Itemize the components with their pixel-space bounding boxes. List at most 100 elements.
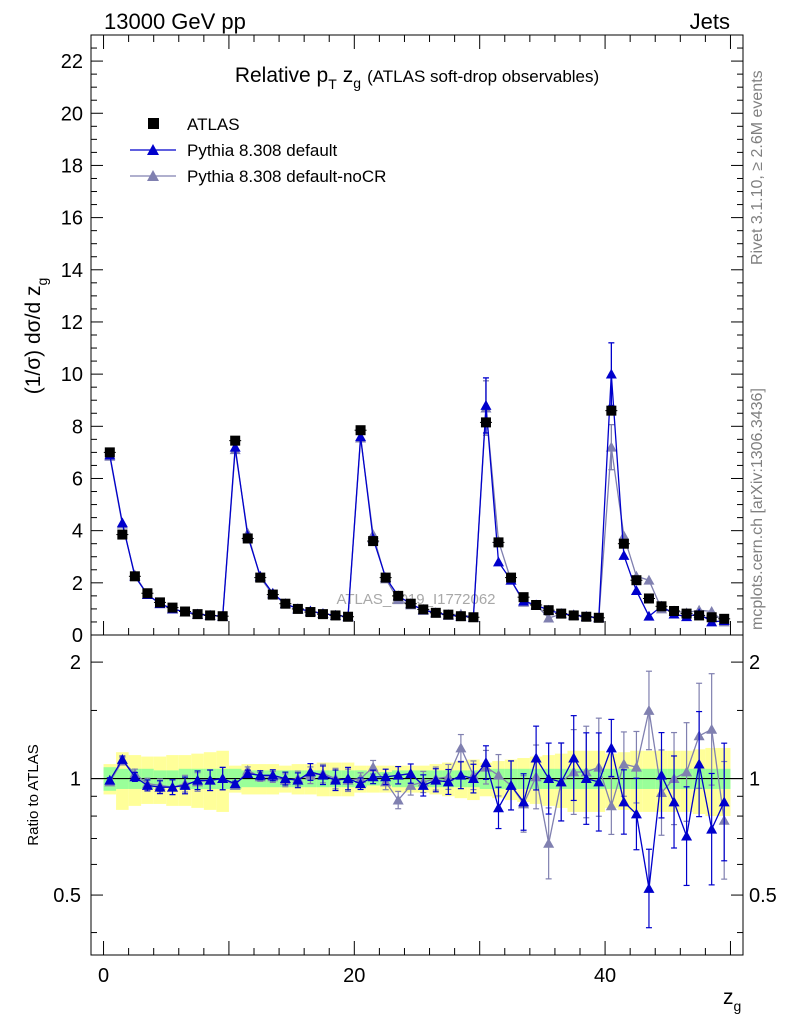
ratio-point-nocr	[405, 779, 417, 790]
main-ytick-label: 0	[72, 625, 83, 647]
main-point-atlas	[154, 597, 165, 608]
ratio-point-default	[242, 768, 254, 779]
ratio-point-default	[605, 742, 617, 753]
main-point-atlas	[104, 447, 115, 458]
main-point-atlas	[618, 538, 629, 549]
ratio-point-nocr	[493, 769, 504, 780]
ratio-point-nocr	[543, 837, 555, 848]
ratio-point-default	[367, 771, 379, 782]
main-point-atlas	[292, 603, 303, 614]
ratio-point-default	[317, 769, 329, 780]
main-ytick-label: 22	[61, 51, 83, 73]
main-point-atlas	[480, 417, 491, 428]
main-point-default	[355, 431, 367, 442]
main-point-atlas	[681, 608, 692, 619]
rivet-label: Rivet 3.1.10, ≥ 2.6M events	[749, 70, 766, 265]
main-point-atlas	[443, 609, 454, 620]
ratio-axes: 0.5 0.51 12 20 20 40	[53, 634, 777, 987]
main-ytick-label: 10	[61, 364, 83, 386]
ratio-xtick-label: 0	[98, 965, 109, 987]
ratio-ytick-label-right: 2	[749, 652, 760, 674]
ratio-ytick-label-right: 0.5	[749, 885, 777, 907]
main-point-atlas	[205, 610, 216, 621]
ratio-point-default	[279, 773, 291, 783]
main-point-atlas	[568, 610, 579, 621]
ratio-point-default	[580, 773, 592, 783]
main-ytick-label: 4	[72, 521, 83, 543]
legend-label-atlas: ATLAS	[187, 115, 240, 134]
main-ytick-label: 20	[61, 103, 83, 125]
main-point-atlas	[556, 608, 567, 619]
ratio-point-nocr	[605, 800, 617, 811]
main-point-atlas	[606, 405, 617, 416]
main-point-atlas	[280, 598, 291, 609]
ratio-point-default	[543, 773, 555, 783]
ratio-point-default	[493, 802, 504, 813]
ratio-xtick-label: 20	[343, 965, 365, 987]
ratio-point-default	[505, 779, 517, 790]
ratio-point-nocr	[618, 758, 630, 769]
ratio-point-nocr	[455, 742, 467, 753]
main-point-atlas	[506, 572, 517, 583]
main-ylabel-sub: g	[34, 278, 50, 286]
ratio-xtick-label: 40	[594, 965, 616, 987]
main-point-default	[605, 368, 617, 379]
main-ytick-label: 18	[61, 155, 83, 177]
main-point-default	[643, 610, 655, 621]
main-series-layer	[103, 342, 731, 627]
main-point-nocr	[618, 530, 630, 541]
title-sub-g: g	[353, 75, 361, 91]
watermark: ATLAS_2019_I1772062	[336, 591, 495, 608]
ratio-point-default	[530, 752, 542, 763]
main-point-atlas	[468, 612, 479, 623]
ratio-point-default	[292, 774, 304, 785]
header-right: Jets	[690, 9, 730, 34]
mcplots-label: mcplots.cern.ch [arXiv:1306.3436]	[749, 388, 766, 630]
main-point-atlas	[380, 572, 391, 583]
ratio-point-nocr	[367, 761, 379, 772]
main-point-atlas	[267, 589, 278, 600]
ratio-point-default	[141, 779, 153, 790]
ratio-point-default	[104, 774, 116, 785]
ratio-point-default	[480, 757, 492, 767]
ratio-point-default	[204, 774, 216, 785]
ratio-ytick-label: 1	[70, 769, 81, 791]
main-point-atlas	[230, 435, 241, 446]
xlabel: zg	[723, 986, 741, 1014]
ratio-point-default	[455, 769, 467, 780]
title-main: Relative p	[235, 64, 328, 87]
main-point-atlas	[355, 425, 366, 436]
ratio-point-default	[630, 808, 642, 819]
main-point-default	[229, 441, 241, 452]
main-point-atlas	[167, 602, 178, 613]
legend-marker-default	[147, 144, 159, 155]
main-point-nocr	[643, 574, 655, 585]
ratio-point-default	[129, 771, 141, 782]
legend-marker-atlas	[148, 118, 159, 129]
ratio-point-default	[405, 768, 417, 779]
main-point-nocr	[605, 441, 617, 452]
ratio-point-default	[330, 774, 341, 785]
main-point-atlas	[117, 529, 128, 540]
ratio-point-default	[217, 773, 229, 783]
main-point-atlas	[343, 611, 354, 622]
xlabel-text: z	[723, 986, 734, 1009]
plot-title: Relative pT zg (ATLAS soft-drop observable…	[235, 64, 599, 92]
main-line-nocr	[109, 407, 725, 623]
main-point-default	[480, 399, 492, 410]
ratio-point-default	[643, 882, 655, 893]
ratio-point-default	[718, 796, 730, 807]
ratio-point-default	[267, 769, 279, 780]
ratio-point-default	[380, 771, 392, 782]
title-rest: (ATLAS soft-drop observables)	[367, 67, 599, 86]
main-point-atlas	[180, 606, 191, 617]
ratio-point-default	[392, 769, 404, 780]
main-point-atlas	[543, 605, 554, 616]
ratio-point-default	[430, 774, 442, 785]
ratio-point-default	[593, 776, 605, 787]
ratio-point-default	[154, 781, 166, 792]
main-point-atlas	[706, 612, 717, 623]
main-ytick-label: 14	[61, 260, 83, 282]
legend-label-default: Pythia 8.308 default	[187, 141, 338, 160]
